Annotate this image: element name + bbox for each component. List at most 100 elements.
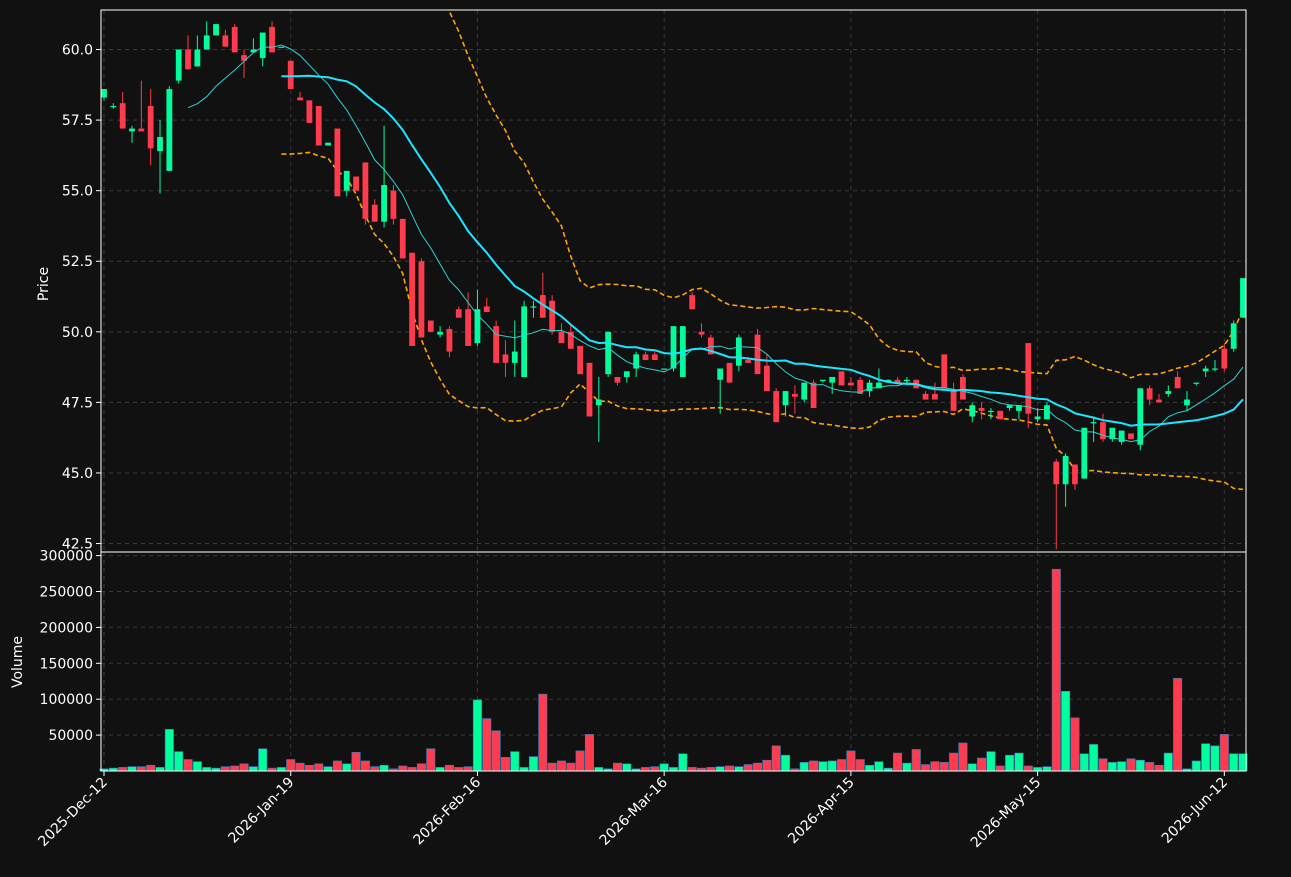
volume-bar [398, 765, 408, 772]
volume-tick-label: 250000 [40, 584, 93, 600]
volume-bar [1042, 766, 1052, 772]
candle-body [343, 170, 350, 191]
candle-body [474, 309, 481, 344]
volume-bar [659, 763, 669, 772]
volume-bar [575, 750, 585, 772]
volume-bar [753, 762, 763, 772]
candle-body [838, 371, 845, 386]
volume-bar [734, 766, 744, 772]
volume-bar [435, 767, 445, 772]
candle-body [119, 103, 126, 129]
candle-body [1034, 416, 1041, 420]
candle-body [362, 162, 369, 219]
candle-body [670, 326, 677, 369]
candle-body [502, 354, 509, 363]
volume-bar [426, 748, 436, 772]
candle-body [941, 354, 948, 389]
candle-body [530, 306, 537, 308]
candle-body [1062, 456, 1069, 485]
volume-bar [155, 767, 165, 772]
volume-bar [781, 754, 791, 772]
candle-body [960, 376, 966, 400]
candle-body [847, 382, 854, 386]
volume-bar [1173, 678, 1183, 772]
candle-body [950, 391, 957, 411]
volume-bar [491, 730, 501, 772]
volume-bar [500, 757, 510, 772]
candle-body [633, 354, 640, 369]
candle-body [222, 35, 229, 47]
volume-bar [743, 764, 753, 772]
price-tick-label: 45.0 [62, 466, 93, 482]
candle-body [353, 176, 359, 191]
volume-tick-label: 200000 [40, 620, 93, 636]
volume-bar [416, 763, 426, 772]
volume-axis-label: Volume [10, 636, 26, 688]
volume-bar [230, 765, 240, 772]
price-tick-label: 57.5 [62, 113, 93, 129]
volume-bar [827, 760, 837, 772]
candle-body [763, 365, 770, 392]
volume-bar [314, 763, 324, 772]
candle-body [735, 337, 742, 366]
volume-bar [1210, 745, 1220, 772]
candle-body [483, 306, 490, 313]
volume-bar [612, 762, 622, 772]
candle-body [381, 185, 387, 222]
candle-body [614, 376, 621, 383]
candle-body [726, 362, 733, 383]
candle-body [278, 46, 285, 48]
candle-body [250, 49, 257, 53]
candle-body [791, 393, 798, 397]
volume-bar [1154, 764, 1164, 772]
volume-bar [1107, 762, 1117, 772]
volume-bar [930, 761, 940, 772]
candle-body [334, 128, 341, 197]
volume-axis-ticks: 50000 100000 150000 200000 250000 300000 [40, 549, 101, 744]
volume-bar [967, 763, 977, 772]
volume-bar [342, 763, 352, 772]
volume-bar [818, 761, 828, 772]
candle-body [194, 49, 201, 67]
candle-body [1072, 464, 1078, 485]
candle-body [875, 382, 882, 389]
candle-body [539, 295, 546, 318]
candle-body [829, 376, 836, 383]
volume-bar [687, 767, 697, 772]
volume-bar [1033, 767, 1043, 772]
volume-bar [1135, 759, 1145, 772]
candle-body [651, 354, 658, 361]
candle-body [1174, 376, 1181, 389]
candle-body [203, 35, 210, 50]
candle-body [698, 331, 705, 335]
volume-bar [977, 757, 987, 772]
volume-bar [1098, 758, 1108, 772]
candle-body [521, 306, 528, 377]
volume-bar [556, 760, 566, 772]
volume-bar [584, 734, 594, 772]
candle-body [595, 399, 602, 406]
volume-bar [444, 764, 454, 772]
candle-body [1221, 348, 1228, 369]
candle-body [390, 190, 397, 219]
volume-bar [1145, 762, 1155, 772]
candle-body [315, 105, 322, 146]
candle-body [1118, 430, 1125, 442]
price-tick-label: 60.0 [62, 43, 93, 59]
candle-body [1109, 427, 1116, 440]
candle-body [754, 334, 761, 375]
candle-body [997, 410, 1004, 420]
candle-body [297, 97, 303, 101]
volume-bar [183, 759, 193, 772]
candle-body [978, 408, 985, 411]
candle-body [1090, 422, 1097, 424]
volume-bar [958, 742, 968, 772]
volume-bar [1201, 743, 1211, 772]
candle-body [325, 142, 331, 146]
volume-bar [482, 718, 492, 772]
candle-body [642, 354, 649, 361]
volume-bar [248, 766, 258, 772]
candle-body [138, 128, 145, 132]
candle-body [810, 382, 817, 409]
price-axis-label: Price [36, 267, 52, 301]
